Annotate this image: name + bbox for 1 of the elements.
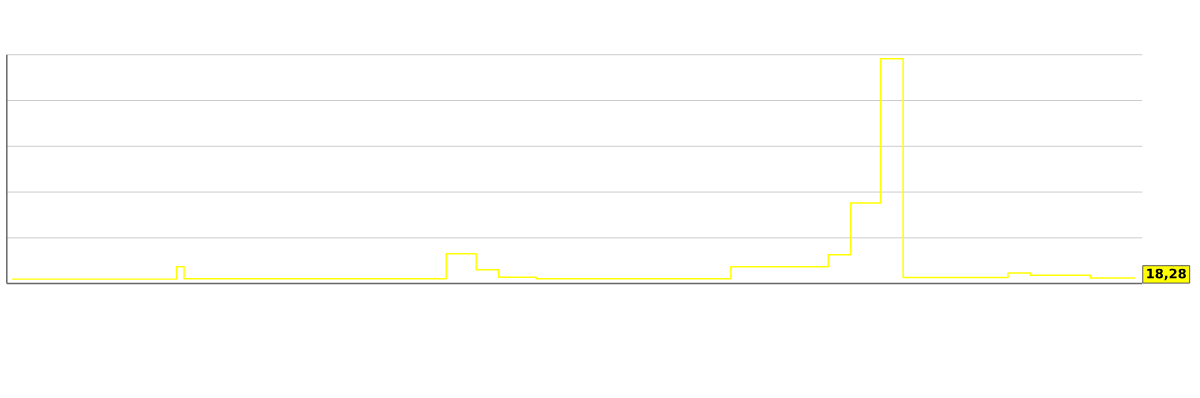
text: 18,28 [1147, 268, 1186, 281]
